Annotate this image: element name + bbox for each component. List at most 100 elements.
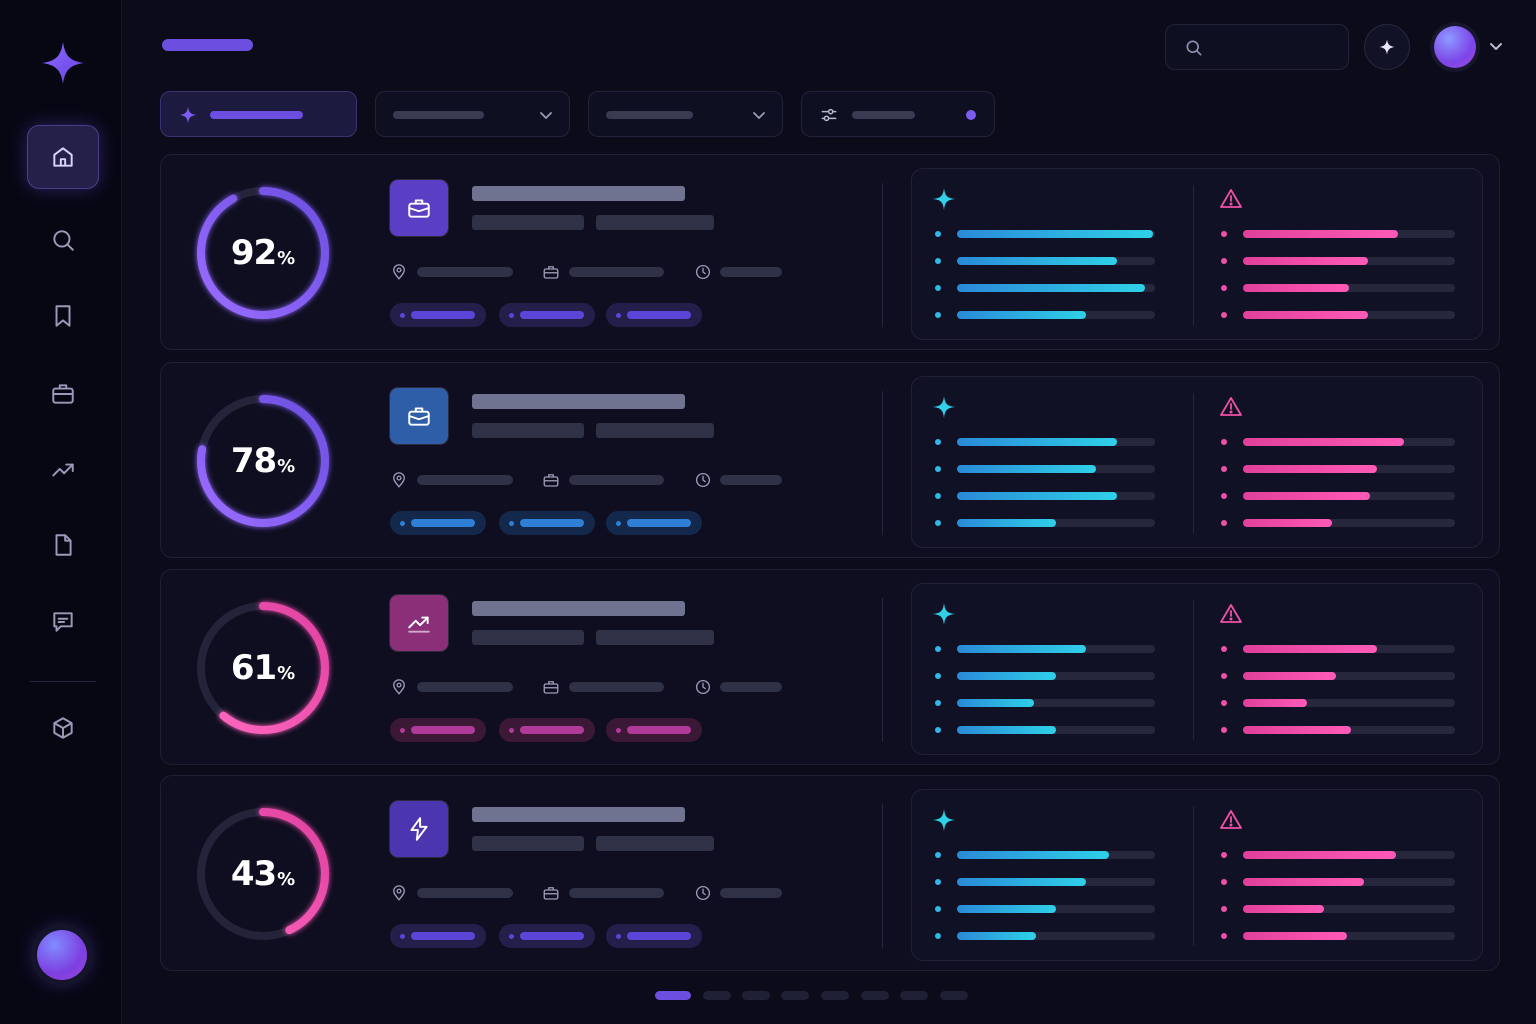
strength-bullet	[935, 258, 941, 264]
company-name	[472, 836, 584, 851]
filter-dropdown-1[interactable]	[375, 91, 570, 137]
message-icon	[53, 612, 73, 632]
skill-tag[interactable]	[606, 303, 702, 327]
pagination-dot[interactable]	[861, 991, 889, 1000]
advanced-filter-button[interactable]	[801, 91, 995, 137]
filter-label	[852, 111, 915, 119]
pagination-dot[interactable]	[900, 991, 928, 1000]
risk-bullet	[1221, 727, 1227, 733]
skill-tag[interactable]	[606, 718, 702, 742]
strength-bullet	[935, 646, 941, 652]
strength-bar	[957, 492, 1155, 500]
candidate-card[interactable]: 78%	[160, 362, 1500, 558]
sparkle-logo-icon	[42, 42, 84, 84]
nav-documents[interactable]	[27, 513, 99, 577]
chevron-down-icon[interactable]	[1488, 40, 1504, 54]
pagination-dot[interactable]	[742, 991, 770, 1000]
skill-tag[interactable]	[390, 924, 486, 948]
warning-icon	[1219, 395, 1243, 419]
user-avatar[interactable]	[37, 930, 87, 980]
location-pin-icon	[390, 471, 408, 489]
skill-tag[interactable]	[499, 924, 595, 948]
briefcase-icon	[408, 407, 430, 426]
location-text	[417, 682, 513, 692]
panel-divider	[1193, 806, 1194, 946]
job-title[interactable]	[472, 394, 685, 409]
profile-avatar[interactable]	[1434, 26, 1476, 68]
location-text	[417, 475, 513, 485]
pagination-dot[interactable]	[655, 991, 691, 1000]
candidate-card[interactable]: 43%	[160, 775, 1500, 971]
strength-bar	[957, 645, 1155, 653]
category-badge	[390, 801, 448, 857]
skill-tag[interactable]	[390, 303, 486, 327]
job-subtitle	[596, 836, 714, 851]
location-text	[417, 888, 513, 898]
strength-bullet	[935, 285, 941, 291]
clock-icon	[694, 471, 712, 489]
warning-icon	[1219, 602, 1243, 626]
skill-tag[interactable]	[390, 718, 486, 742]
risk-bullet	[1221, 312, 1227, 318]
skill-tag[interactable]	[499, 303, 595, 327]
nav-bookmarks[interactable]	[27, 284, 99, 348]
search-input[interactable]	[1165, 24, 1349, 70]
nav-jobs[interactable]	[27, 362, 99, 426]
strength-bullet	[935, 700, 941, 706]
strength-bar	[957, 519, 1155, 527]
risk-bar	[1243, 257, 1455, 265]
ai-assistant-button[interactable]	[1364, 24, 1410, 70]
ai-match-filter[interactable]	[160, 91, 357, 137]
skill-tag[interactable]	[390, 511, 486, 535]
job-title[interactable]	[472, 807, 685, 822]
warning-icon	[1219, 808, 1243, 832]
candidate-card[interactable]: 61%	[160, 569, 1500, 765]
strength-bullet	[935, 852, 941, 858]
filter-dropdown-2[interactable]	[588, 91, 783, 137]
strength-bar	[957, 284, 1155, 292]
nav-home[interactable]	[27, 125, 99, 189]
strength-bullet	[935, 439, 941, 445]
document-icon	[55, 534, 72, 556]
panel-divider	[1193, 393, 1194, 533]
nav-messages[interactable]	[27, 590, 99, 654]
pagination-dot[interactable]	[940, 991, 968, 1000]
strength-bullet	[935, 231, 941, 237]
filter-label	[393, 111, 484, 119]
category-badge	[390, 180, 448, 236]
nav-search[interactable]	[27, 208, 99, 272]
strength-bar	[957, 672, 1155, 680]
job-subtitle	[596, 215, 714, 230]
company-name	[472, 630, 584, 645]
risk-bullet	[1221, 673, 1227, 679]
briefcase-icon	[408, 199, 430, 218]
card-divider	[882, 183, 883, 327]
nav-packages[interactable]	[27, 696, 99, 760]
skill-tag[interactable]	[499, 511, 595, 535]
nav-analytics[interactable]	[27, 438, 99, 502]
skill-tag[interactable]	[499, 718, 595, 742]
panel-divider	[1193, 185, 1194, 325]
skill-tag[interactable]	[606, 511, 702, 535]
risk-bullet	[1221, 933, 1227, 939]
job-title[interactable]	[472, 186, 685, 201]
job-title[interactable]	[472, 601, 685, 616]
job-subtitle	[596, 423, 714, 438]
active-filter-indicator	[966, 110, 976, 120]
strength-bar	[957, 465, 1155, 473]
strength-bullet	[935, 312, 941, 318]
card-divider	[882, 804, 883, 948]
risk-bullet	[1221, 646, 1227, 652]
match-score-ring	[197, 602, 329, 734]
candidate-card[interactable]: 92%	[160, 154, 1500, 350]
pagination-dot[interactable]	[821, 991, 849, 1000]
risk-bar	[1243, 230, 1455, 238]
strength-bullet	[935, 879, 941, 885]
strengths-risks-panel	[911, 583, 1483, 755]
strength-bullet	[935, 673, 941, 679]
risk-bar	[1243, 492, 1455, 500]
pagination-dot[interactable]	[781, 991, 809, 1000]
pagination-dot[interactable]	[703, 991, 731, 1000]
skill-tag[interactable]	[606, 924, 702, 948]
strength-bar	[957, 438, 1155, 446]
